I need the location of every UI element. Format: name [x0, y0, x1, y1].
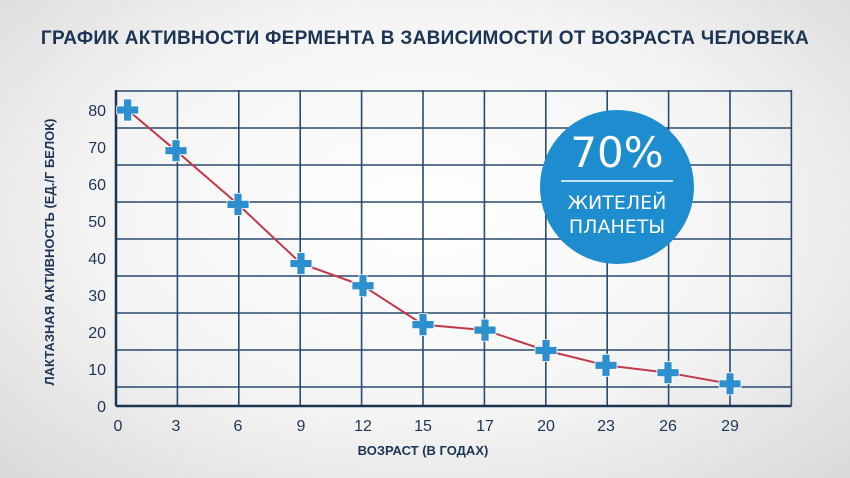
data-point-marker: [594, 353, 618, 377]
data-point-marker: [656, 361, 680, 385]
x-tick-label: 17: [476, 418, 494, 435]
x-tick-label: 3: [172, 418, 181, 435]
x-tick-label: 0: [114, 418, 123, 435]
data-point-marker: [473, 318, 497, 342]
percent-badge: 70% ЖИТЕЛЕЙ ПЛАНЕТЫ: [540, 110, 694, 264]
x-tick-label: 26: [659, 418, 677, 435]
y-tick-labels: 0 10 20 30 40 50 60 70 80: [88, 103, 106, 416]
y-tick-label: 50: [88, 214, 106, 231]
badge-circle: [540, 110, 694, 264]
y-tick-label: 80: [88, 103, 106, 120]
x-tick-labels: 0 3 6 9 12 15 17 20 23 26 29: [114, 418, 739, 435]
x-tick-label: 9: [297, 418, 306, 435]
badge-percent: 70%: [570, 128, 663, 177]
y-tick-label: 20: [88, 325, 106, 342]
data-point-marker: [411, 313, 435, 336]
y-tick-label: 70: [88, 140, 106, 157]
x-tick-label: 12: [354, 418, 372, 435]
badge-line2: ПЛАНЕТЫ: [569, 216, 665, 238]
axes: [114, 90, 792, 408]
y-tick-label: 30: [88, 288, 106, 305]
data-point-marker: [534, 339, 558, 362]
y-axis-label: ЛАКТАЗНАЯ АКТИВНОСТЬ (ЕД./Г БЕЛОК): [42, 119, 57, 386]
chart-title: ГРАФИК АКТИВНОСТИ ФЕРМЕНТА В ЗАВИСИМОСТИ…: [40, 28, 810, 49]
y-tick-label: 0: [97, 399, 106, 416]
badge-line1: ЖИТЕЛЕЙ: [568, 191, 667, 214]
grid: [116, 90, 793, 406]
x-tick-label: 15: [414, 418, 432, 435]
x-tick-label: 29: [721, 418, 739, 435]
y-tick-label: 40: [88, 251, 106, 268]
x-axis-label: ВОЗРАСТ (В ГОДАХ): [358, 443, 489, 458]
data-point-marker: [116, 98, 140, 122]
y-tick-label: 10: [88, 362, 106, 379]
data-point-marker: [226, 192, 250, 216]
data-point-marker: [351, 274, 375, 298]
series: [116, 98, 742, 396]
x-tick-label: 6: [234, 418, 243, 435]
y-tick-label: 60: [88, 177, 106, 194]
x-tick-label: 20: [537, 418, 555, 435]
x-tick-label: 23: [597, 418, 615, 435]
data-point-marker: [718, 372, 742, 396]
data-point-marker: [164, 139, 188, 163]
data-point-marker: [289, 252, 313, 275]
